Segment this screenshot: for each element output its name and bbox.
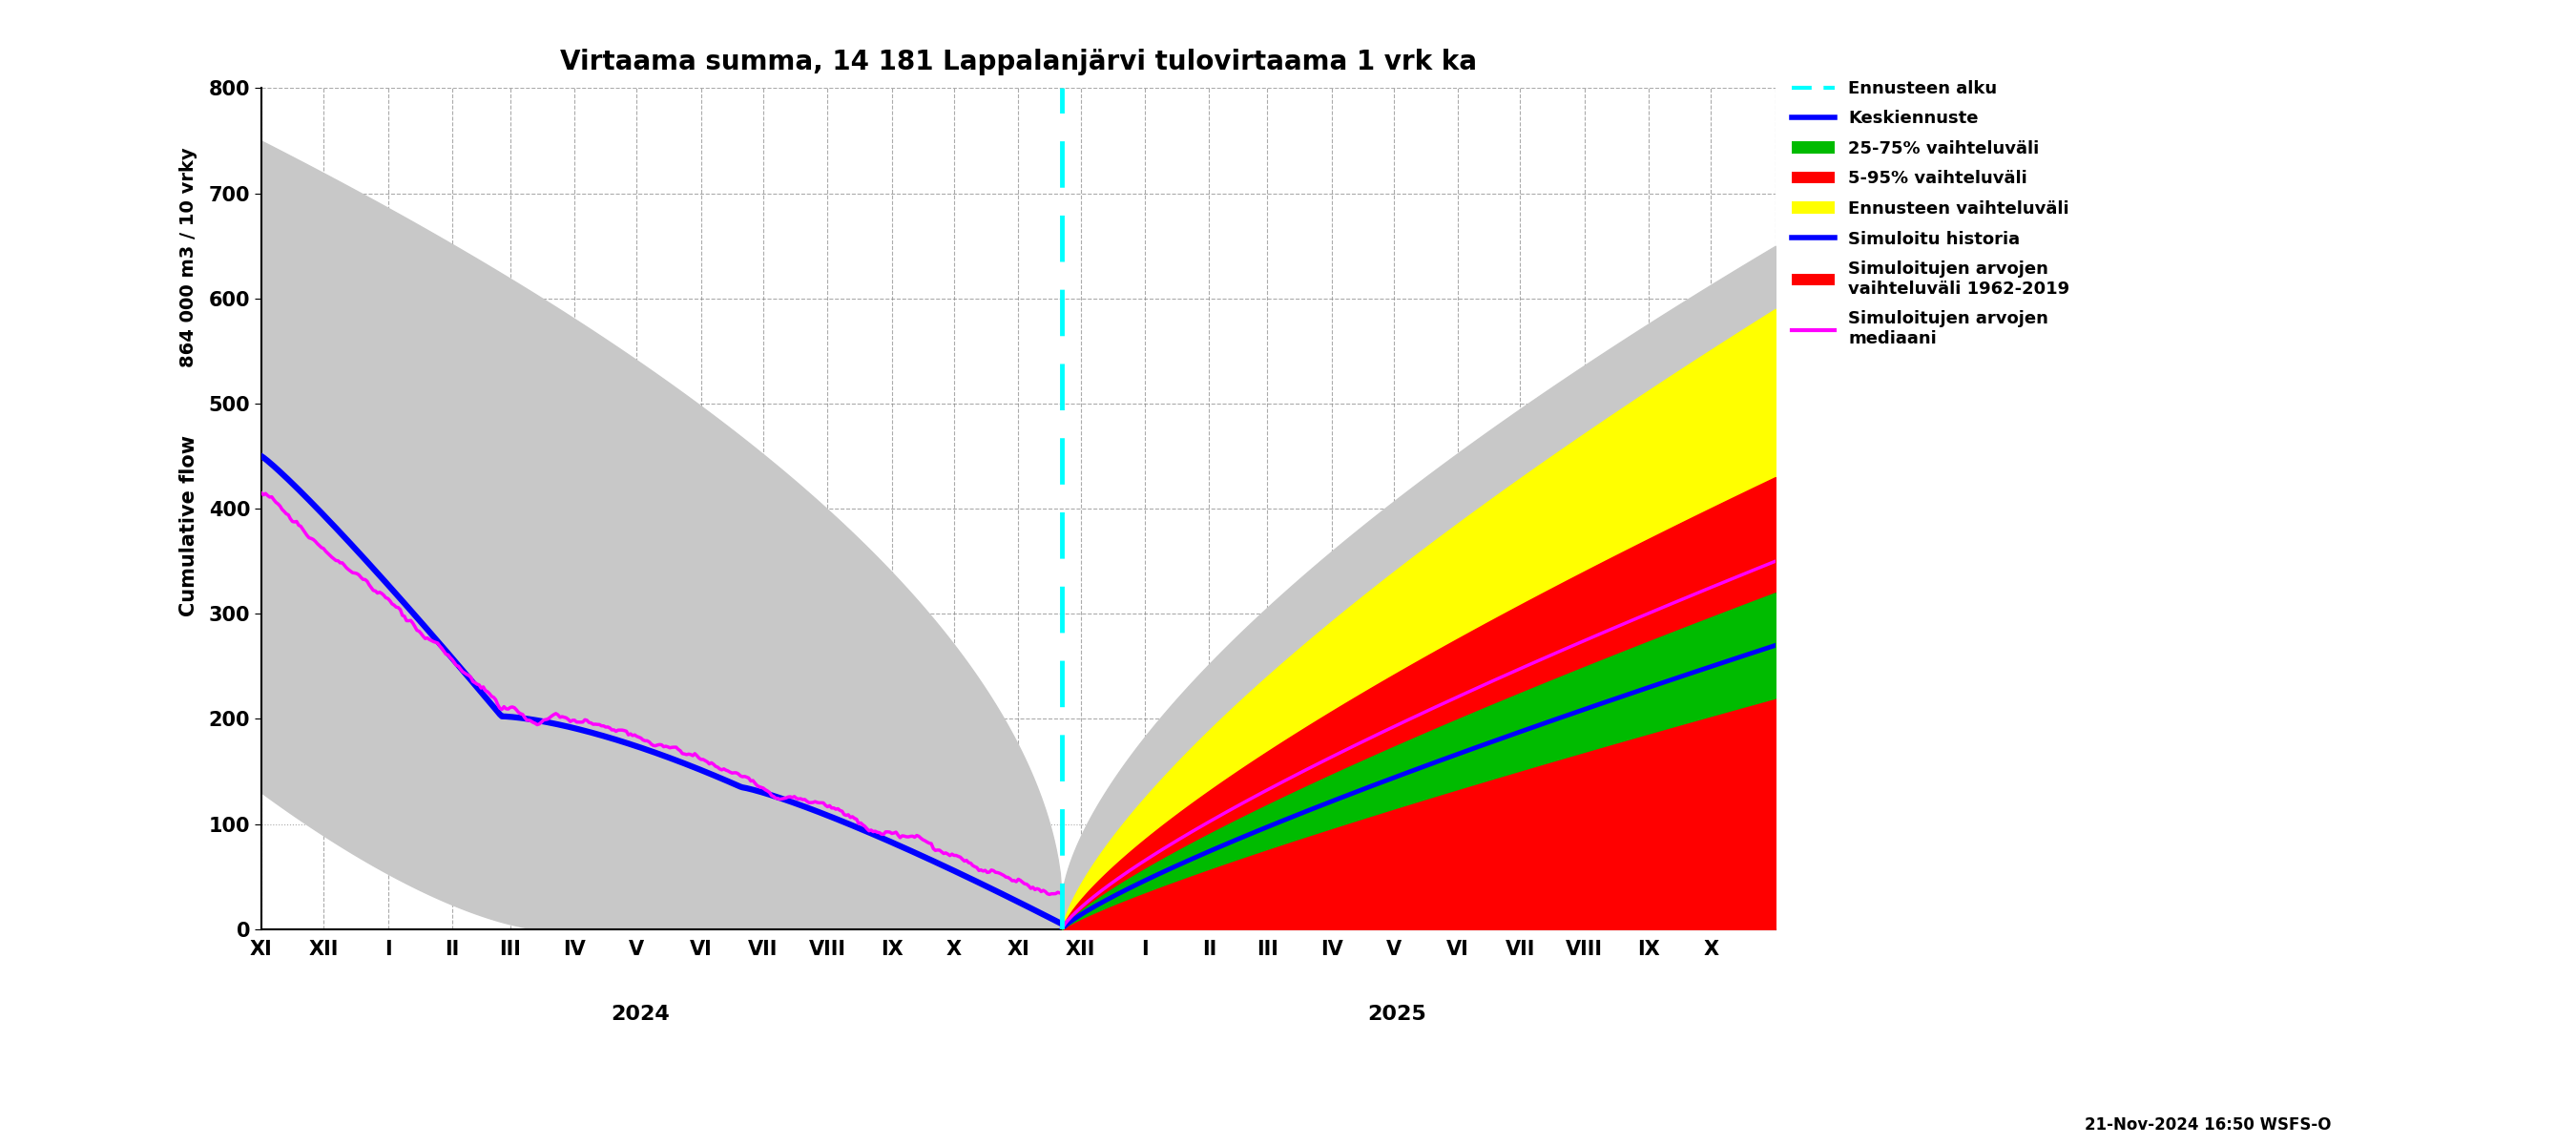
Text: 2024: 2024 <box>611 1005 670 1024</box>
Text: 864 000 m3 / 10 vrky: 864 000 m3 / 10 vrky <box>180 147 198 368</box>
Legend: Ennusteen alku, Keskiennuste, 25-75% vaihteluväli, 5-95% vaihteluväli, Ennusteen: Ennusteen alku, Keskiennuste, 25-75% vai… <box>1790 80 2071 348</box>
Text: 2025: 2025 <box>1368 1005 1427 1024</box>
Title: Virtaama summa, 14 181 Lappalanjärvi tulovirtaama 1 vrk ka: Virtaama summa, 14 181 Lappalanjärvi tul… <box>559 48 1476 76</box>
Text: 21-Nov-2024 16:50 WSFS-O: 21-Nov-2024 16:50 WSFS-O <box>2084 1116 2331 1134</box>
Text: Cumulative flow: Cumulative flow <box>180 435 198 616</box>
